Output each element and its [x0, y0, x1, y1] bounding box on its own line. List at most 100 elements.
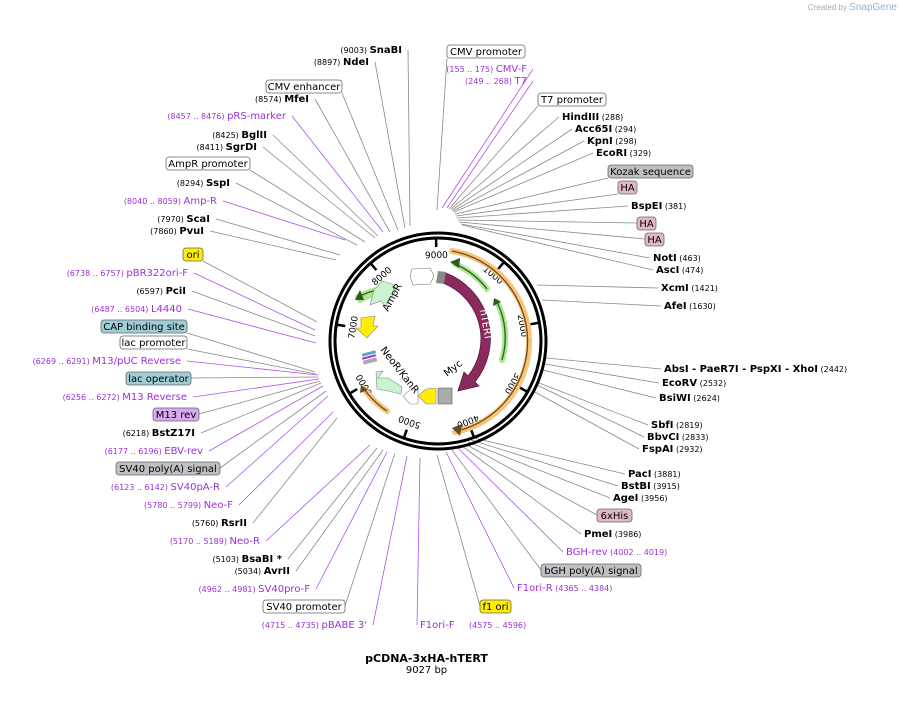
feature-6xhis[interactable]: 6xHis [596, 508, 633, 523]
primer-neo-f[interactable]: (5780 .. 5799) Neo-F [144, 500, 233, 511]
feature-cmv-promoter[interactable]: CMV promoter [446, 44, 526, 59]
lac-cap-stack [361, 350, 378, 365]
primer-ebv-rev[interactable]: (6177 .. 6196) EBV-rev [105, 446, 203, 457]
svg-text:AbsI - PaeR7I - PspXI - Xho: AbsI - PaeR7I - PspXI - XhoI (2442) [664, 364, 847, 375]
feature-bgh-poly-a-signal[interactable]: bGH poly(A) signal [540, 563, 642, 578]
enzyme-afei[interactable]: AfeI (1630) [664, 301, 716, 312]
feature-ha[interactable]: HA [644, 232, 665, 247]
feature-t7-promoter[interactable]: T7 promoter [537, 92, 607, 107]
primer-t7[interactable]: (249 .. 268) T7 [465, 76, 527, 87]
enzyme-bstbi[interactable]: BstBI (3915) [621, 481, 680, 492]
enzyme-bstz17i[interactable]: (6218) BstZ17I [123, 428, 195, 439]
enzyme-pvui[interactable]: (7860) PvuI [150, 226, 204, 237]
feature-f1-ori[interactable]: f1 ori [479, 599, 512, 614]
feature-kozak-sequence[interactable]: Kozak sequence [607, 164, 694, 179]
feature-cap-binding-site[interactable]: CAP binding site [100, 319, 188, 334]
svg-text:KpnI (298): KpnI (298) [587, 136, 637, 147]
primer-f1ori-f[interactable]: F1ori-F [420, 620, 455, 631]
enzyme-asci[interactable]: AscI (474) [656, 265, 703, 276]
enzyme-sgrdi[interactable]: (8411) SgrDI [197, 142, 257, 153]
tick-1000 [497, 261, 506, 270]
enzyme-xcmi[interactable]: XcmI (1421) [661, 283, 718, 294]
feature-cmv-enhancer[interactable]: CMV enhancer [265, 79, 343, 94]
feature-lac-operator[interactable]: lac operator [125, 371, 192, 386]
primer-pbr322ori-f[interactable]: (6738 .. 6757) pBR322ori-F [67, 268, 189, 279]
enzyme-scai[interactable]: (7970) ScaI [157, 214, 210, 225]
primer-bgh-rev[interactable]: BGH-rev (4002 .. 4019) [566, 547, 667, 558]
enzyme-noti[interactable]: NotI (463) [653, 253, 701, 264]
feature-lac-promoter[interactable]: lac promoter [119, 335, 188, 350]
feature-ampr-promoter[interactable]: AmpR promoter [165, 156, 251, 171]
svg-text:AscI (474): AscI (474) [656, 265, 703, 276]
enzyme-ndei[interactable]: (8897) NdeI [314, 57, 369, 68]
enzyme-ecori[interactable]: EcoRI (329) [596, 148, 651, 159]
enzyme-hindiii[interactable]: HindIII (288) [562, 112, 623, 123]
enzyme-acc65i[interactable]: Acc65I (294) [575, 124, 636, 135]
primer-pos[interactable]: (4575 .. 4596) [469, 621, 526, 630]
primer-m13-reverse[interactable]: (6256 .. 6272) M13 Reverse [63, 392, 187, 403]
primer-cmv-f[interactable]: (155 .. 175) CMV-F [446, 64, 527, 75]
primer-neo-r[interactable]: (5170 .. 5189) Neo-R [170, 536, 260, 547]
svg-text:(8040 .. 8059) Amp-R: (8040 .. 8059) Amp-R [124, 196, 217, 207]
enzyme-pmei[interactable]: PmeI (3986) [584, 529, 641, 540]
leader-line [295, 449, 384, 572]
enzyme-sspi[interactable]: (8294) SspI [177, 178, 230, 189]
leader-line [222, 200, 346, 241]
primer-m13-puc-reverse[interactable]: (6269 .. 6291) M13/pUC Reverse [33, 356, 181, 367]
feature-m13-rev[interactable]: M13 rev [152, 407, 200, 422]
enzyme-agei[interactable]: AgeI (3956) [613, 493, 668, 504]
svg-text:(6269 .. 6291) M13/pUC Revers: (6269 .. 6291) M13/pUC Reverse [33, 356, 181, 367]
enzyme-fspai[interactable]: FspAI (2932) [642, 444, 703, 455]
enzyme-bbvci[interactable]: BbvCI (2833) [647, 432, 709, 443]
feature-sv40-promoter[interactable]: SV40 promoter [262, 599, 346, 614]
enzyme-pcii[interactable]: (6597) PciI [136, 286, 186, 297]
leader-line [441, 68, 534, 209]
tick-label: 5000 [397, 413, 422, 430]
label-leader-lines [186, 49, 662, 626]
enzyme-kpni[interactable]: KpnI (298) [587, 136, 637, 147]
leader-line [458, 221, 646, 240]
leader-line [252, 417, 338, 524]
enzyme-snabi[interactable]: (9003) SnaBI [340, 45, 402, 56]
svg-text:(5103) BsaBI *: (5103) BsaBI * [212, 554, 282, 565]
leader-line [454, 177, 609, 215]
leader-line [209, 230, 337, 261]
svg-text:HindIII (288): HindIII (288) [562, 112, 623, 123]
primer-sv40pa-r[interactable]: (6123 .. 6142) SV40pA-R [111, 482, 220, 493]
leader-line [470, 439, 619, 487]
leader-line [452, 140, 585, 212]
leader-line [291, 115, 384, 233]
enzyme-sbfi[interactable]: SbfI (2819) [651, 420, 703, 431]
enzyme-ecorv[interactable]: EcoRV (2532) [662, 378, 726, 389]
svg-text:PacI (3881): PacI (3881) [628, 469, 681, 480]
enzyme-rsrii[interactable]: (5760) RsrII [192, 518, 247, 529]
primer-pbabe-3-[interactable]: (4715 .. 4735) pBABE 3' [262, 620, 367, 631]
svg-text:lac promoter: lac promoter [122, 338, 187, 349]
feature-ha[interactable]: HA [617, 180, 638, 195]
leader-line [186, 348, 317, 375]
feature-ha[interactable]: HA [636, 216, 657, 231]
enzyme-bglii[interactable]: (8425) BglII [212, 130, 267, 141]
enzyme-avrii[interactable]: (5034) AvrII [235, 566, 290, 577]
primer-prs-marker[interactable]: (8457 .. 8476) pRS-marker [167, 111, 287, 122]
enzyme-bsiwi[interactable]: BsiWI (2624) [659, 393, 720, 404]
svg-text:SbfI (2819): SbfI (2819) [651, 420, 703, 431]
svg-text:(9003) SnaBI: (9003) SnaBI [340, 45, 402, 56]
primer-amp-r[interactable]: (8040 .. 8059) Amp-R [124, 196, 217, 207]
enzyme-bspei[interactable]: BspEI (381) [631, 201, 686, 212]
leader-line [187, 308, 317, 344]
primer-f1ori-r[interactable]: F1ori-R (4365 .. 4384) [517, 583, 612, 594]
feature-ori[interactable]: ori [182, 247, 204, 262]
feature-sv40-poly-a-signal[interactable]: SV40 poly(A) signal [115, 461, 221, 476]
svg-text:SV40 poly(A) signal: SV40 poly(A) signal [119, 464, 217, 475]
leader-line [265, 444, 371, 542]
enzyme-absi-paer7i-pspxi-xhoi[interactable]: AbsI - PaeR7I - PspXI - XhoI (2442) [664, 364, 847, 375]
primer-sv40pro-f[interactable]: (4962 .. 4981) SV40pro-F [198, 584, 310, 595]
enzyme-mfei[interactable]: (8574) MfeI [255, 94, 309, 105]
svg-text:(8411) SgrDI: (8411) SgrDI [197, 142, 257, 153]
svg-text:(7970) ScaI: (7970) ScaI [157, 214, 210, 225]
primer-l4440[interactable]: (6487 .. 6504) L4440 [91, 304, 182, 315]
svg-text:BspEI (381): BspEI (381) [631, 201, 686, 212]
enzyme-bsabi-[interactable]: (5103) BsaBI * [212, 554, 282, 565]
enzyme-paci[interactable]: PacI (3881) [628, 469, 681, 480]
